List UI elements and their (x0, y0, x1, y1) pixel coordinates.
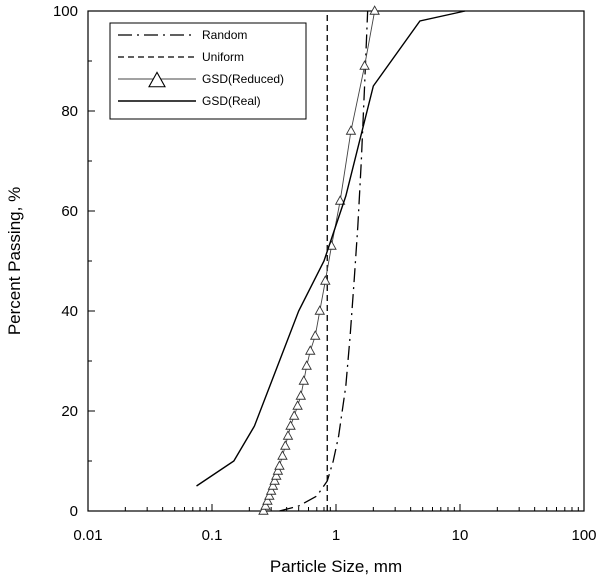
data-point-marker (304, 345, 316, 355)
series-line-gsd-real (196, 10, 466, 487)
data-point-marker (295, 390, 307, 400)
axis-ticks: 0.01 0.1 1 10 100 0 20 40 60 80 100 (53, 3, 597, 544)
y-axis-title: Percent Passing, % (5, 187, 24, 335)
data-point-marker (267, 480, 279, 490)
data-point-marker (264, 490, 275, 500)
data-point-marker (320, 275, 331, 285)
x-tick-label: 0.01 (73, 527, 102, 544)
data-point-marker (277, 450, 288, 460)
y-tick-label: 0 (70, 503, 78, 520)
data-point-marker (345, 125, 357, 135)
y-tick-label: 60 (61, 203, 78, 220)
data-point-marker (272, 465, 284, 475)
legend-marker (148, 71, 166, 88)
series-gsd-reduced (258, 5, 380, 515)
data-point-marker (260, 500, 271, 510)
data-point-marker (334, 195, 346, 205)
data-point-marker (288, 410, 300, 420)
data-point-marker (314, 305, 326, 315)
data-point-marker (301, 360, 312, 370)
legend-label-gsd-reduced: GSD(Reduced) (202, 72, 284, 86)
legend-box (109, 22, 307, 120)
legend-label-random: Random (202, 28, 247, 42)
series-group (196, 5, 466, 515)
data-point-marker (280, 440, 291, 450)
data-point-marker (292, 400, 303, 410)
data-point-marker (271, 470, 282, 480)
data-point-marker (258, 505, 269, 515)
x-tick-label: 10 (452, 527, 469, 544)
legend-label-uniform: Uniform (202, 50, 244, 64)
data-point-marker (282, 430, 294, 440)
data-point-marker (274, 460, 285, 470)
y-tick-label: 80 (61, 103, 78, 120)
y-tick-label: 100 (53, 3, 78, 20)
data-point-marker (262, 495, 273, 505)
x-tick-label: 1 (332, 527, 340, 544)
data-point-marker (369, 5, 380, 15)
data-point-marker (285, 420, 296, 430)
data-point-marker (309, 330, 321, 340)
series-gsd-real (196, 10, 466, 487)
data-point-marker (265, 485, 277, 495)
y-tick-label: 20 (61, 403, 78, 420)
data-point-marker (269, 475, 280, 485)
y-tick-label: 40 (61, 303, 78, 320)
legend-label-gsd-real: GSD(Real) (202, 94, 261, 108)
x-axis-title: Particle Size, mm (270, 557, 402, 576)
x-tick-label: 0.1 (202, 527, 223, 544)
data-point-marker (359, 60, 370, 70)
x-tick-label: 100 (571, 527, 596, 544)
data-point-marker (298, 375, 310, 385)
legend: Random Uniform GSD(Reduced) GSD(Real) (109, 22, 307, 120)
